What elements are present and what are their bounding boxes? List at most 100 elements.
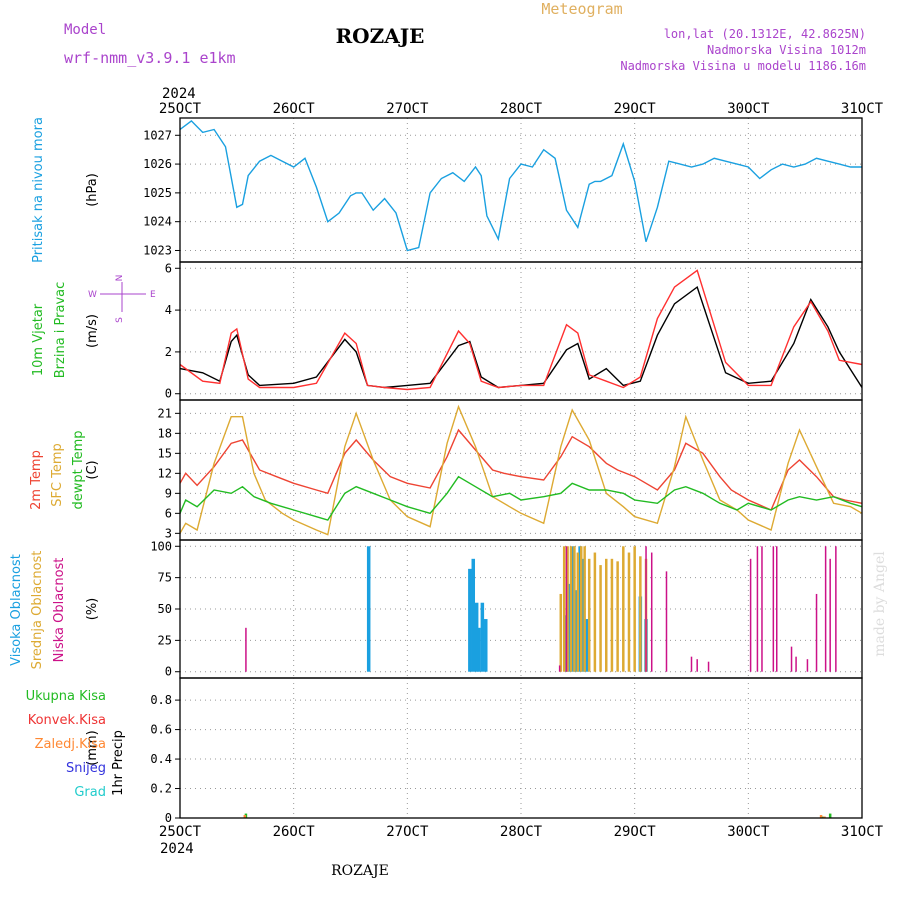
y-tick-label: 0 [165,665,172,679]
bar-high_cloud [471,558,476,672]
bar-mid_cloud [599,565,602,672]
compass-south-label: S [115,317,125,323]
bar-frz_precip [819,815,823,818]
bar-low_cloud [824,546,827,672]
bar-low_cloud [776,546,778,672]
x-tick-label-top: 26OCT [273,101,316,117]
year-label-top: 2024 [162,86,196,102]
bar-low_cloud [772,546,775,672]
x-tick-label-top: 27OCT [386,101,429,117]
bar-high_cloud [484,619,488,672]
cloud-axis-label-1: Visoka Oblacnost [9,554,24,666]
y-tick-label: 0.6 [150,723,172,737]
meteogram-title: Meteogram [541,0,622,18]
bar-low_cloud [665,571,668,672]
wind-axis-label-2: Brzina i Pravac [53,282,68,379]
bar-low_cloud [558,665,561,672]
panel-temperature: 3 6 9 12 15 18 21 (C) [85,399,863,541]
bar-mid_cloud [579,546,583,672]
altitude-label: Nadmorska Visina 1012m [707,43,866,57]
panels-group: 1023 1024 1025 1026 1027 (hPa) 0 2 4 6 (m/s) 3 6 9 12 1… [9,86,884,857]
series-line-pressure [179,119,862,252]
series-line-sfc_temp [179,404,863,536]
precip-legend-item: Ukupna Kisa [26,689,106,704]
precip-legend-item: Snijeg [66,761,106,776]
y-tick-label: 1024 [143,215,172,229]
bar-mid_cloud [633,546,636,672]
bar-low_cloud [696,659,698,672]
unit-label: (m/s) [85,314,100,348]
y-tick-label: 12 [158,466,172,480]
x-tick-label-bottom: 26OCT [273,824,316,840]
y-tick-label: 0.2 [150,782,172,796]
bar-mid_cloud [559,593,563,672]
precip-legend-item: Konvek.Kisa [28,713,106,728]
temp-axis-label-2: SFC Temp [50,443,65,507]
y-tick-label: 3 [165,526,172,540]
bar-frz_precip [243,815,247,818]
unit-label: (hPa) [85,173,100,207]
bar-low_cloud [790,646,793,672]
y-tick-label: 0.8 [150,693,172,707]
temp-axis-label-3: dewpt Temp [71,430,86,509]
bar-low_cloud [761,546,763,672]
unit-label: (%) [85,598,100,621]
bar-low_cloud [650,552,653,672]
unit-label: (mm) [85,730,100,765]
bar-mid_cloud [583,546,586,672]
y-tick-label: 9 [165,486,172,500]
bar-mid_cloud [566,546,569,672]
watermark: made by Angel [872,551,888,657]
x-tick-label-bottom: 30OCT [727,824,770,840]
bar-low_cloud [245,627,247,672]
y-tick-label: 0 [165,811,172,825]
bar-high_cloud [585,619,589,672]
model-name: wrf-nmm_v3.9.1 e1km [64,49,236,67]
y-tick-label: 50 [158,602,172,616]
x-tick-label-bottom: 27OCT [386,824,429,840]
x-tick-label-bottom: 31OCT [841,824,884,840]
bar-mid_cloud [605,558,608,672]
y-tick-label: 21 [158,406,172,420]
year-label-bottom: 2024 [160,841,194,857]
panel-precip: 0 0.2 0.4 0.6 0.8 (mm) [85,677,863,825]
series-line-temp2m [179,428,863,511]
bar-low_cloud [707,661,710,672]
y-tick-label: 25 [158,633,172,647]
lonlat-label: lon,lat (20.1312E, 42.8625N) [664,27,866,41]
bar-low_cloud [756,546,759,672]
bar-mid_cloud [639,556,642,672]
footer-station: ROZAJE [331,863,389,879]
y-tick-label: 4 [165,303,172,317]
station-title: ROZAJE [336,24,425,48]
x-tick-label-bottom: 28OCT [500,824,543,840]
y-tick-label: 2 [165,345,172,359]
bar-low_cloud [565,546,568,672]
bar-high_cloud [474,602,479,672]
x-tick-label-top: 30OCT [727,101,770,117]
bar-low_cloud [806,659,809,672]
x-tick-label-top: 31OCT [841,101,884,117]
panel-frame [179,117,863,263]
bar-high_cloud [477,627,481,672]
y-tick-label: 0.4 [150,752,172,766]
bar-mid_cloud [576,552,580,672]
bar-mid_cloud [573,546,576,672]
y-tick-label: 1027 [143,128,172,142]
panel-wind: 0 2 4 6 (m/s) [85,261,863,401]
bar-mid_cloud [562,546,566,672]
y-tick-label: 6 [165,506,172,520]
bar-low_cloud [690,656,693,672]
bar-mid_cloud [593,552,597,672]
bar-frz_precip [823,816,826,818]
precip-axis-label: 1hr Precip [111,730,126,796]
precip-legend-item: Grad [74,785,106,800]
bar-low_cloud [795,656,797,672]
bar-mid_cloud [569,546,573,672]
model-altitude-label: Nadmorska Visina u modelu 1186.16m [620,59,866,73]
x-tick-label-top: 25OCT [159,101,202,117]
y-tick-label: 75 [158,571,172,585]
bar-mid_cloud [627,552,631,672]
compass-west-label: W [88,290,97,300]
temp-axis-label-1: 2m Temp [29,450,44,510]
